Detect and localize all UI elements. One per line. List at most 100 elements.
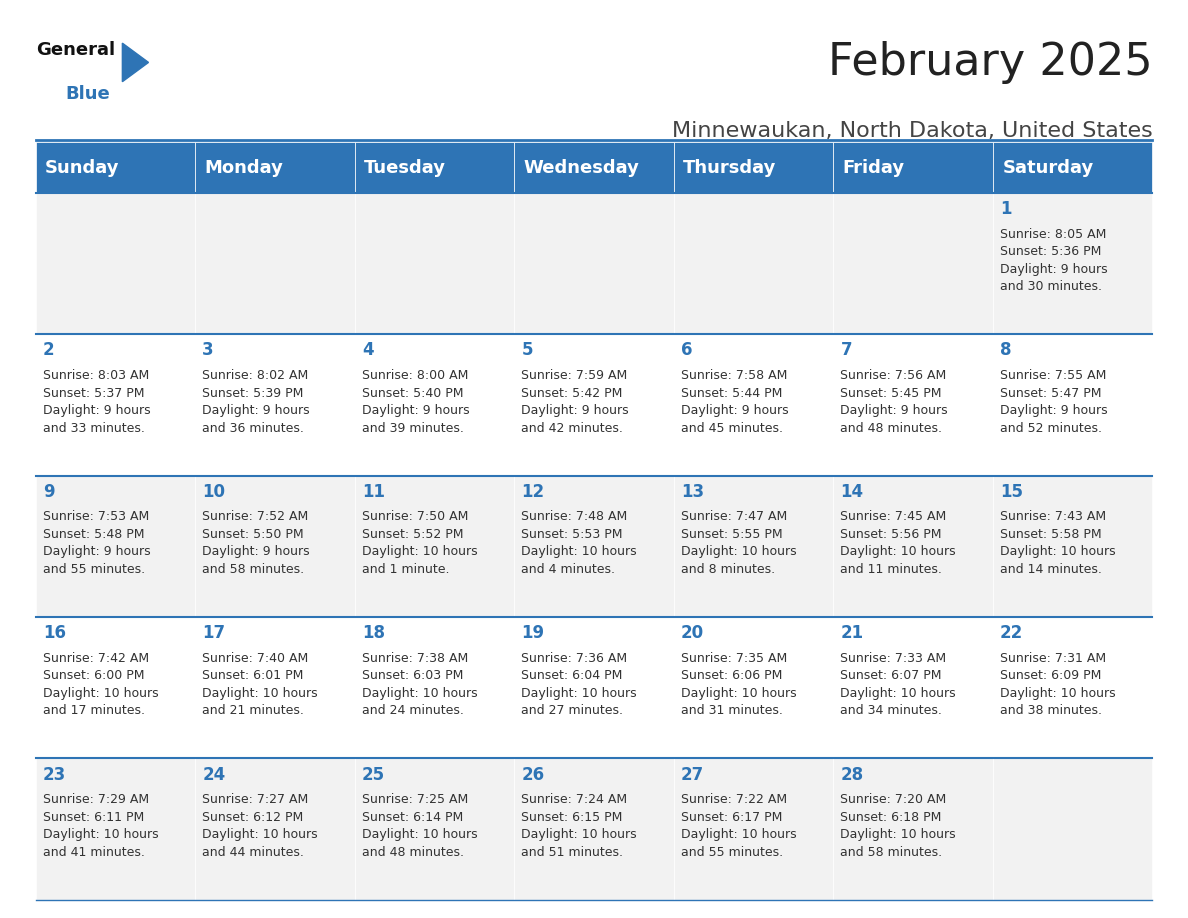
Polygon shape [122,43,148,82]
Bar [833,142,993,193]
Text: Sunrise: 7:31 AM
Sunset: 6:09 PM
Daylight: 10 hours
and 38 minutes.: Sunrise: 7:31 AM Sunset: 6:09 PM Dayligh… [1000,652,1116,717]
Text: Tuesday: Tuesday [365,159,447,176]
Bar [36,758,195,900]
Bar [674,193,833,334]
Bar [674,142,833,193]
Bar [355,617,514,758]
Text: 27: 27 [681,766,704,784]
Text: Monday: Monday [204,159,284,176]
Text: Sunrise: 7:47 AM
Sunset: 5:55 PM
Daylight: 10 hours
and 8 minutes.: Sunrise: 7:47 AM Sunset: 5:55 PM Dayligh… [681,510,796,576]
Bar [514,142,674,193]
Text: Friday: Friday [842,159,905,176]
Bar [674,476,833,617]
Bar [195,334,355,476]
Text: 12: 12 [522,483,544,501]
Text: Sunrise: 7:50 AM
Sunset: 5:52 PM
Daylight: 10 hours
and 1 minute.: Sunrise: 7:50 AM Sunset: 5:52 PM Dayligh… [362,510,478,576]
Bar [195,617,355,758]
Text: Sunrise: 7:52 AM
Sunset: 5:50 PM
Daylight: 9 hours
and 58 minutes.: Sunrise: 7:52 AM Sunset: 5:50 PM Dayligh… [202,510,310,576]
Bar [833,758,993,900]
Text: Sunrise: 8:03 AM
Sunset: 5:37 PM
Daylight: 9 hours
and 33 minutes.: Sunrise: 8:03 AM Sunset: 5:37 PM Dayligh… [43,369,151,434]
Text: Sunrise: 7:25 AM
Sunset: 6:14 PM
Daylight: 10 hours
and 48 minutes.: Sunrise: 7:25 AM Sunset: 6:14 PM Dayligh… [362,793,478,858]
Bar [355,758,514,900]
Bar [36,193,195,334]
Text: 4: 4 [362,341,373,360]
Text: Wednesday: Wednesday [524,159,639,176]
Text: Sunday: Sunday [45,159,120,176]
Text: 1: 1 [1000,200,1011,218]
Text: Sunrise: 7:59 AM
Sunset: 5:42 PM
Daylight: 9 hours
and 42 minutes.: Sunrise: 7:59 AM Sunset: 5:42 PM Dayligh… [522,369,628,434]
Bar [993,617,1152,758]
Bar [195,142,355,193]
Text: 10: 10 [202,483,226,501]
Text: 14: 14 [840,483,864,501]
Bar [355,334,514,476]
Bar [833,476,993,617]
Bar [36,334,195,476]
Text: Sunrise: 7:48 AM
Sunset: 5:53 PM
Daylight: 10 hours
and 4 minutes.: Sunrise: 7:48 AM Sunset: 5:53 PM Dayligh… [522,510,637,576]
Bar [514,758,674,900]
Text: February 2025: February 2025 [828,41,1152,84]
Text: 26: 26 [522,766,544,784]
Bar [195,476,355,617]
Bar [195,193,355,334]
Text: 15: 15 [1000,483,1023,501]
Text: Sunrise: 7:20 AM
Sunset: 6:18 PM
Daylight: 10 hours
and 58 minutes.: Sunrise: 7:20 AM Sunset: 6:18 PM Dayligh… [840,793,956,858]
Text: Sunrise: 7:45 AM
Sunset: 5:56 PM
Daylight: 10 hours
and 11 minutes.: Sunrise: 7:45 AM Sunset: 5:56 PM Dayligh… [840,510,956,576]
Text: Sunrise: 7:35 AM
Sunset: 6:06 PM
Daylight: 10 hours
and 31 minutes.: Sunrise: 7:35 AM Sunset: 6:06 PM Dayligh… [681,652,796,717]
Text: Sunrise: 8:02 AM
Sunset: 5:39 PM
Daylight: 9 hours
and 36 minutes.: Sunrise: 8:02 AM Sunset: 5:39 PM Dayligh… [202,369,310,434]
Bar [993,476,1152,617]
Bar [514,476,674,617]
Text: 23: 23 [43,766,67,784]
Text: Sunrise: 7:56 AM
Sunset: 5:45 PM
Daylight: 9 hours
and 48 minutes.: Sunrise: 7:56 AM Sunset: 5:45 PM Dayligh… [840,369,948,434]
Bar [355,193,514,334]
Text: Minnewaukan, North Dakota, United States: Minnewaukan, North Dakota, United States [671,121,1152,141]
Text: 18: 18 [362,624,385,643]
Bar [674,334,833,476]
Text: 5: 5 [522,341,533,360]
Bar [833,193,993,334]
Text: Sunrise: 7:58 AM
Sunset: 5:44 PM
Daylight: 9 hours
and 45 minutes.: Sunrise: 7:58 AM Sunset: 5:44 PM Dayligh… [681,369,789,434]
Text: 2: 2 [43,341,55,360]
Text: Sunrise: 7:36 AM
Sunset: 6:04 PM
Daylight: 10 hours
and 27 minutes.: Sunrise: 7:36 AM Sunset: 6:04 PM Dayligh… [522,652,637,717]
Bar [674,617,833,758]
Text: Sunrise: 7:42 AM
Sunset: 6:00 PM
Daylight: 10 hours
and 17 minutes.: Sunrise: 7:42 AM Sunset: 6:00 PM Dayligh… [43,652,158,717]
Text: General: General [36,41,115,60]
Text: Sunrise: 7:43 AM
Sunset: 5:58 PM
Daylight: 10 hours
and 14 minutes.: Sunrise: 7:43 AM Sunset: 5:58 PM Dayligh… [1000,510,1116,576]
Bar [36,476,195,617]
Bar [195,758,355,900]
Text: Sunrise: 7:33 AM
Sunset: 6:07 PM
Daylight: 10 hours
and 34 minutes.: Sunrise: 7:33 AM Sunset: 6:07 PM Dayligh… [840,652,956,717]
Bar [993,758,1152,900]
Text: Sunrise: 8:05 AM
Sunset: 5:36 PM
Daylight: 9 hours
and 30 minutes.: Sunrise: 8:05 AM Sunset: 5:36 PM Dayligh… [1000,228,1107,293]
Text: 22: 22 [1000,624,1023,643]
Text: Sunrise: 7:24 AM
Sunset: 6:15 PM
Daylight: 10 hours
and 51 minutes.: Sunrise: 7:24 AM Sunset: 6:15 PM Dayligh… [522,793,637,858]
Text: Sunrise: 7:53 AM
Sunset: 5:48 PM
Daylight: 9 hours
and 55 minutes.: Sunrise: 7:53 AM Sunset: 5:48 PM Dayligh… [43,510,151,576]
Text: Sunrise: 8:00 AM
Sunset: 5:40 PM
Daylight: 9 hours
and 39 minutes.: Sunrise: 8:00 AM Sunset: 5:40 PM Dayligh… [362,369,469,434]
Text: 6: 6 [681,341,693,360]
Text: Blue: Blue [65,85,110,104]
Text: Sunrise: 7:29 AM
Sunset: 6:11 PM
Daylight: 10 hours
and 41 minutes.: Sunrise: 7:29 AM Sunset: 6:11 PM Dayligh… [43,793,158,858]
Bar [833,334,993,476]
Bar [514,617,674,758]
Bar [36,142,195,193]
Text: 17: 17 [202,624,226,643]
Text: 16: 16 [43,624,65,643]
Text: Sunrise: 7:38 AM
Sunset: 6:03 PM
Daylight: 10 hours
and 24 minutes.: Sunrise: 7:38 AM Sunset: 6:03 PM Dayligh… [362,652,478,717]
Bar [993,193,1152,334]
Bar [514,334,674,476]
Text: 20: 20 [681,624,704,643]
Text: 8: 8 [1000,341,1011,360]
Text: Sunrise: 7:27 AM
Sunset: 6:12 PM
Daylight: 10 hours
and 44 minutes.: Sunrise: 7:27 AM Sunset: 6:12 PM Dayligh… [202,793,318,858]
Text: 21: 21 [840,624,864,643]
Text: 24: 24 [202,766,226,784]
Bar [514,193,674,334]
Bar [993,142,1152,193]
Text: 28: 28 [840,766,864,784]
Bar [355,142,514,193]
Text: Saturday: Saturday [1003,159,1094,176]
Text: 9: 9 [43,483,55,501]
Text: 3: 3 [202,341,214,360]
Text: 19: 19 [522,624,544,643]
Text: Sunrise: 7:40 AM
Sunset: 6:01 PM
Daylight: 10 hours
and 21 minutes.: Sunrise: 7:40 AM Sunset: 6:01 PM Dayligh… [202,652,318,717]
Bar [993,334,1152,476]
Bar [36,617,195,758]
